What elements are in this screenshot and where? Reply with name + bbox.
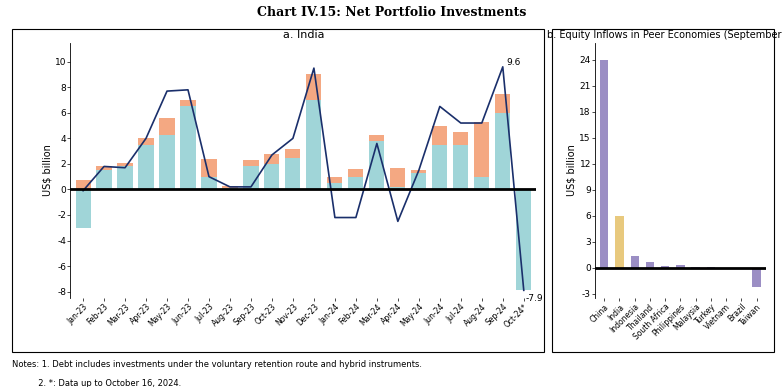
Bar <box>411 173 427 189</box>
Bar <box>201 159 217 176</box>
Bar <box>75 189 91 228</box>
Bar <box>75 180 91 189</box>
Bar <box>222 188 237 189</box>
Bar <box>348 169 363 176</box>
Bar <box>370 135 384 141</box>
Bar <box>306 74 322 100</box>
Bar <box>96 166 112 170</box>
Bar <box>691 267 700 268</box>
Y-axis label: US$ billion: US$ billion <box>567 144 576 196</box>
Bar <box>432 145 447 189</box>
Text: Notes: 1. Debt includes investments under the voluntary retention route and hybr: Notes: 1. Debt includes investments unde… <box>12 360 422 369</box>
Bar <box>139 145 153 189</box>
Bar <box>646 262 654 268</box>
Bar <box>722 268 731 269</box>
Bar <box>661 266 669 268</box>
Bar <box>752 268 761 287</box>
Text: 9.6: 9.6 <box>506 58 520 67</box>
Text: 2. *: Data up to October 16, 2024.: 2. *: Data up to October 16, 2024. <box>12 379 181 387</box>
Bar <box>285 158 301 189</box>
Bar <box>453 145 468 189</box>
Bar <box>180 100 196 106</box>
Bar <box>738 268 745 269</box>
Y-axis label: US$ billion: US$ billion <box>42 144 52 196</box>
Bar <box>117 166 132 189</box>
Bar <box>370 141 384 189</box>
Bar <box>244 160 258 166</box>
Bar <box>630 257 639 268</box>
Bar <box>348 176 363 189</box>
Title: a. India: a. India <box>283 31 324 40</box>
Text: Chart IV.15: Net Portfolio Investments: Chart IV.15: Net Portfolio Investments <box>257 6 526 19</box>
Bar <box>96 170 112 189</box>
Bar <box>201 176 217 189</box>
Bar <box>180 106 196 189</box>
Bar <box>160 135 175 189</box>
Bar <box>244 166 258 189</box>
Bar <box>453 132 468 145</box>
Bar <box>390 168 406 187</box>
Bar <box>615 216 623 268</box>
Bar <box>516 189 532 290</box>
Bar <box>327 176 342 183</box>
Bar <box>600 60 608 268</box>
Bar <box>474 122 489 176</box>
Bar <box>495 113 511 189</box>
Bar <box>327 183 342 189</box>
Bar <box>707 267 715 268</box>
Bar <box>474 176 489 189</box>
Bar <box>222 186 237 188</box>
Bar <box>117 163 132 166</box>
Bar <box>306 100 322 189</box>
Bar <box>411 170 427 173</box>
Text: -7.9: -7.9 <box>526 294 543 303</box>
Title: b. Equity Inflows in Peer Economies (September 2024): b. Equity Inflows in Peer Economies (Sep… <box>547 31 783 40</box>
Bar <box>432 125 447 145</box>
Bar <box>265 154 280 164</box>
Bar <box>265 164 280 189</box>
Bar <box>495 94 511 113</box>
Bar <box>139 138 153 145</box>
Bar <box>390 187 406 189</box>
Bar <box>285 149 301 158</box>
Bar <box>677 265 684 268</box>
Bar <box>160 118 175 135</box>
